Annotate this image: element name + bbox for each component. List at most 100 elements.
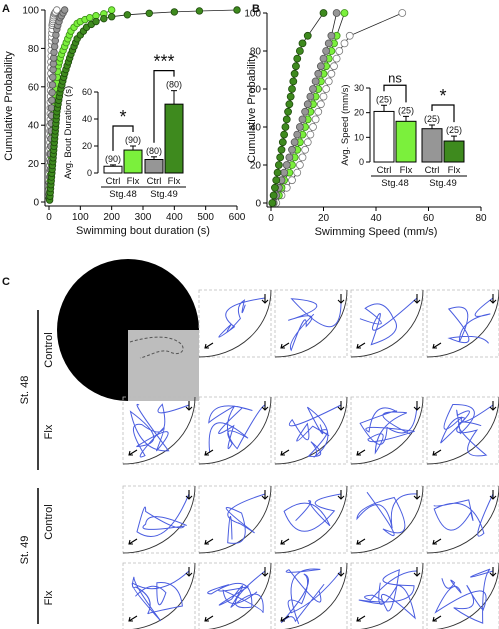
n-label-2: (25) xyxy=(424,114,440,124)
trajectory-cell xyxy=(426,289,499,358)
data-point-series-0 xyxy=(303,138,312,147)
trajectory-cell xyxy=(198,562,272,629)
trajectory-cell xyxy=(350,485,424,554)
dish-arc xyxy=(350,289,424,358)
trajectory-cell xyxy=(122,396,196,465)
data-point-series-3 xyxy=(290,69,299,78)
significance-label-1: * xyxy=(439,86,446,106)
data-point-series-0 xyxy=(332,54,341,63)
end-arrow-icon xyxy=(128,449,138,456)
inset-y-tick-label: 40 xyxy=(82,114,92,124)
trajectory-cell xyxy=(274,289,348,358)
data-point-series-0 xyxy=(298,153,307,162)
cell-frame xyxy=(122,396,196,465)
data-point-series-2 xyxy=(48,96,56,104)
data-point-series-2 xyxy=(322,47,331,55)
dish-quadrant-highlight xyxy=(128,330,199,401)
trajectory-cell xyxy=(122,562,196,629)
n-label-3: (25) xyxy=(446,125,462,135)
y-tick-label: 100 xyxy=(244,9,261,20)
start-arrow-icon xyxy=(413,294,421,304)
data-point-series-2 xyxy=(282,161,291,169)
start-arrow-icon xyxy=(337,401,345,411)
bar-2 xyxy=(421,128,443,163)
trajectory-cell xyxy=(426,485,499,554)
dish-arc xyxy=(122,396,196,465)
end-arrow-icon xyxy=(204,538,214,545)
end-arrow-icon xyxy=(432,615,442,622)
start-arrow-icon xyxy=(413,401,421,411)
data-point-series-3 xyxy=(276,153,285,162)
data-point-series-3 xyxy=(295,47,304,55)
swim-trace xyxy=(434,568,494,624)
category-label-1: Flx xyxy=(400,165,413,176)
start-arrow-icon xyxy=(185,567,193,577)
trajectory-cell xyxy=(274,396,348,465)
n-label-0: (25) xyxy=(376,94,392,104)
data-point-series-3 xyxy=(100,14,108,23)
data-point-series-3 xyxy=(271,183,279,192)
y-tick-label: 80 xyxy=(250,47,262,58)
y-axis-label: Cumulative Probability xyxy=(246,53,258,163)
data-point-series-2 xyxy=(327,31,336,40)
panel-letter-c: C xyxy=(2,276,10,288)
data-point-series-3 xyxy=(272,176,281,185)
start-arrow-icon xyxy=(261,567,269,577)
inset-y-tick-label: 0 xyxy=(359,157,364,167)
panel-c-trajectories: Control Flx Control Flx St. 48 St. 49 xyxy=(19,259,499,629)
data-point-series-2 xyxy=(295,123,304,131)
trajectory-cell xyxy=(274,485,348,554)
bar-0 xyxy=(103,165,123,174)
y-tick-label: 20 xyxy=(28,159,40,170)
data-point-series-3 xyxy=(92,17,100,26)
significance-bracket-0 xyxy=(383,84,407,103)
cell-frame xyxy=(350,485,424,554)
end-arrow-icon xyxy=(432,449,442,456)
data-point-series-3 xyxy=(123,11,132,19)
start-arrow-icon xyxy=(489,401,497,411)
swim-trace xyxy=(218,297,266,338)
bar-2 xyxy=(144,159,164,174)
data-point-series-3 xyxy=(145,9,153,17)
n-label-1: (90) xyxy=(125,135,141,145)
swim-trace xyxy=(359,297,418,346)
data-point-series-3 xyxy=(269,191,278,200)
end-arrow-icon xyxy=(204,615,214,622)
cell-frame xyxy=(426,289,499,358)
data-point-series-3 xyxy=(170,8,179,16)
data-point-series-3 xyxy=(319,9,328,17)
data-point-series-0 xyxy=(309,123,317,131)
x-tick-label: 80 xyxy=(475,213,487,224)
data-point-series-0 xyxy=(340,39,349,48)
dish-example-trace xyxy=(129,336,184,359)
y-tick-label: 0 xyxy=(33,198,39,209)
category-label-3: Flx xyxy=(168,176,181,187)
cell-frame xyxy=(274,289,348,358)
swim-trace xyxy=(288,297,342,352)
data-point-series-2 xyxy=(316,62,325,71)
data-point-series-3 xyxy=(277,145,286,154)
significance-bracket-1 xyxy=(153,70,175,143)
start-arrow-icon xyxy=(489,567,497,577)
data-point-series-2 xyxy=(48,81,57,89)
cell-frame xyxy=(426,562,499,629)
group-label-1: Stg.49 xyxy=(429,178,456,189)
row-label-st48-control: Control xyxy=(43,332,55,367)
data-point-series-3 xyxy=(285,100,294,109)
swim-trace xyxy=(283,493,342,532)
data-point-series-2 xyxy=(288,145,296,154)
significance-label-0: * xyxy=(119,107,126,127)
data-point-series-3 xyxy=(284,107,292,116)
cell-frame xyxy=(426,396,499,465)
data-point-series-0 xyxy=(301,145,310,154)
data-point-series-0 xyxy=(324,77,333,86)
data-point-series-2 xyxy=(309,85,317,93)
swim-trace xyxy=(129,403,190,458)
swim-trace xyxy=(225,493,266,544)
data-point-series-0 xyxy=(330,62,338,71)
x-tick-label: 60 xyxy=(423,213,435,224)
end-arrow-icon xyxy=(356,615,366,622)
row-label-st48-flx: Flx xyxy=(43,424,55,439)
data-point-series-0 xyxy=(327,69,336,78)
